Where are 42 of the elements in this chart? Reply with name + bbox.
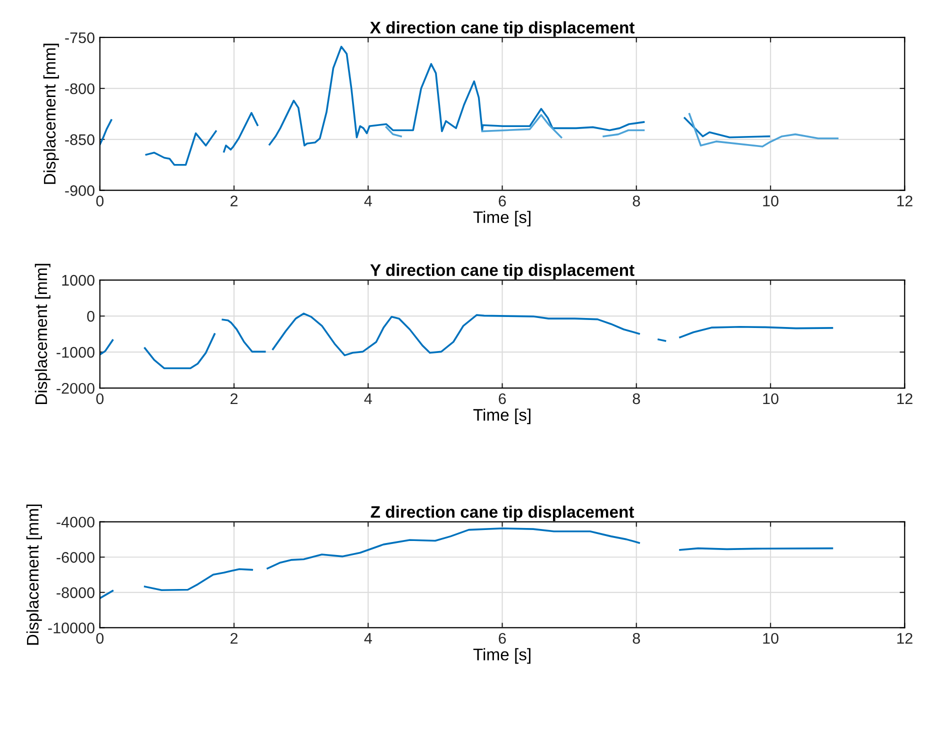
x-tick-label: 0 <box>96 632 104 644</box>
x-tick-label: 6 <box>498 393 506 404</box>
x-axis-title: Time [s] <box>473 648 530 664</box>
y-tick-label: -1000 <box>56 346 94 358</box>
x-tick-label: 2 <box>230 632 238 644</box>
x-tick-label: 0 <box>96 196 104 206</box>
y-axis-title: Displacement [mm] <box>34 264 50 404</box>
y-tick-label: 0 <box>87 310 94 322</box>
y-tick-label: -750 <box>65 32 94 44</box>
x-tick-label: 4 <box>364 394 372 404</box>
x-tick-label: 8 <box>632 393 640 404</box>
x-tick-label: 8 <box>632 196 640 206</box>
y-tick-label: -850 <box>65 134 94 146</box>
chart-title: X direction cane tip displacement <box>370 21 635 37</box>
y-tick-label: -2000 <box>56 382 94 394</box>
x-tick-label: 8 <box>632 632 640 644</box>
x-tick-label: 12 <box>897 393 912 404</box>
x-tick-label: 6 <box>498 632 506 644</box>
x-tick-label: 0 <box>96 393 104 404</box>
x-tick-label: 12 <box>897 196 912 206</box>
x-tick-label: 10 <box>763 196 778 206</box>
chart-title: Z direction cane tip displacement <box>370 506 634 522</box>
x-tick-label: 10 <box>763 632 778 644</box>
y-axis-title: Displacement [mm] <box>26 504 42 645</box>
x-tick-label: 12 <box>897 632 912 644</box>
x-tick-label: 2 <box>230 196 238 206</box>
y-tick-label: -900 <box>65 185 94 196</box>
x-tick-label: 4 <box>364 196 372 206</box>
x-axis-title: Time [s] <box>473 408 530 424</box>
y-tick-label: -4000 <box>56 516 94 528</box>
y-tick-label: -6000 <box>56 552 94 563</box>
x-tick-label: 4 <box>364 633 372 644</box>
x-tick-label: 6 <box>498 196 506 206</box>
y-tick-label: -8000 <box>56 587 94 598</box>
y-tick-label: -10000 <box>48 622 94 634</box>
y-axis-title: Displacement [mm] <box>43 44 59 184</box>
x-axis-title: Time [s] <box>473 210 530 226</box>
y-tick-label: 1000 <box>62 274 94 286</box>
chart-title: Y direction cane tip displacement <box>370 264 634 280</box>
x-tick-label: 2 <box>230 393 238 404</box>
y-tick-label: -800 <box>65 83 94 94</box>
x-tick-label: 10 <box>763 393 778 404</box>
